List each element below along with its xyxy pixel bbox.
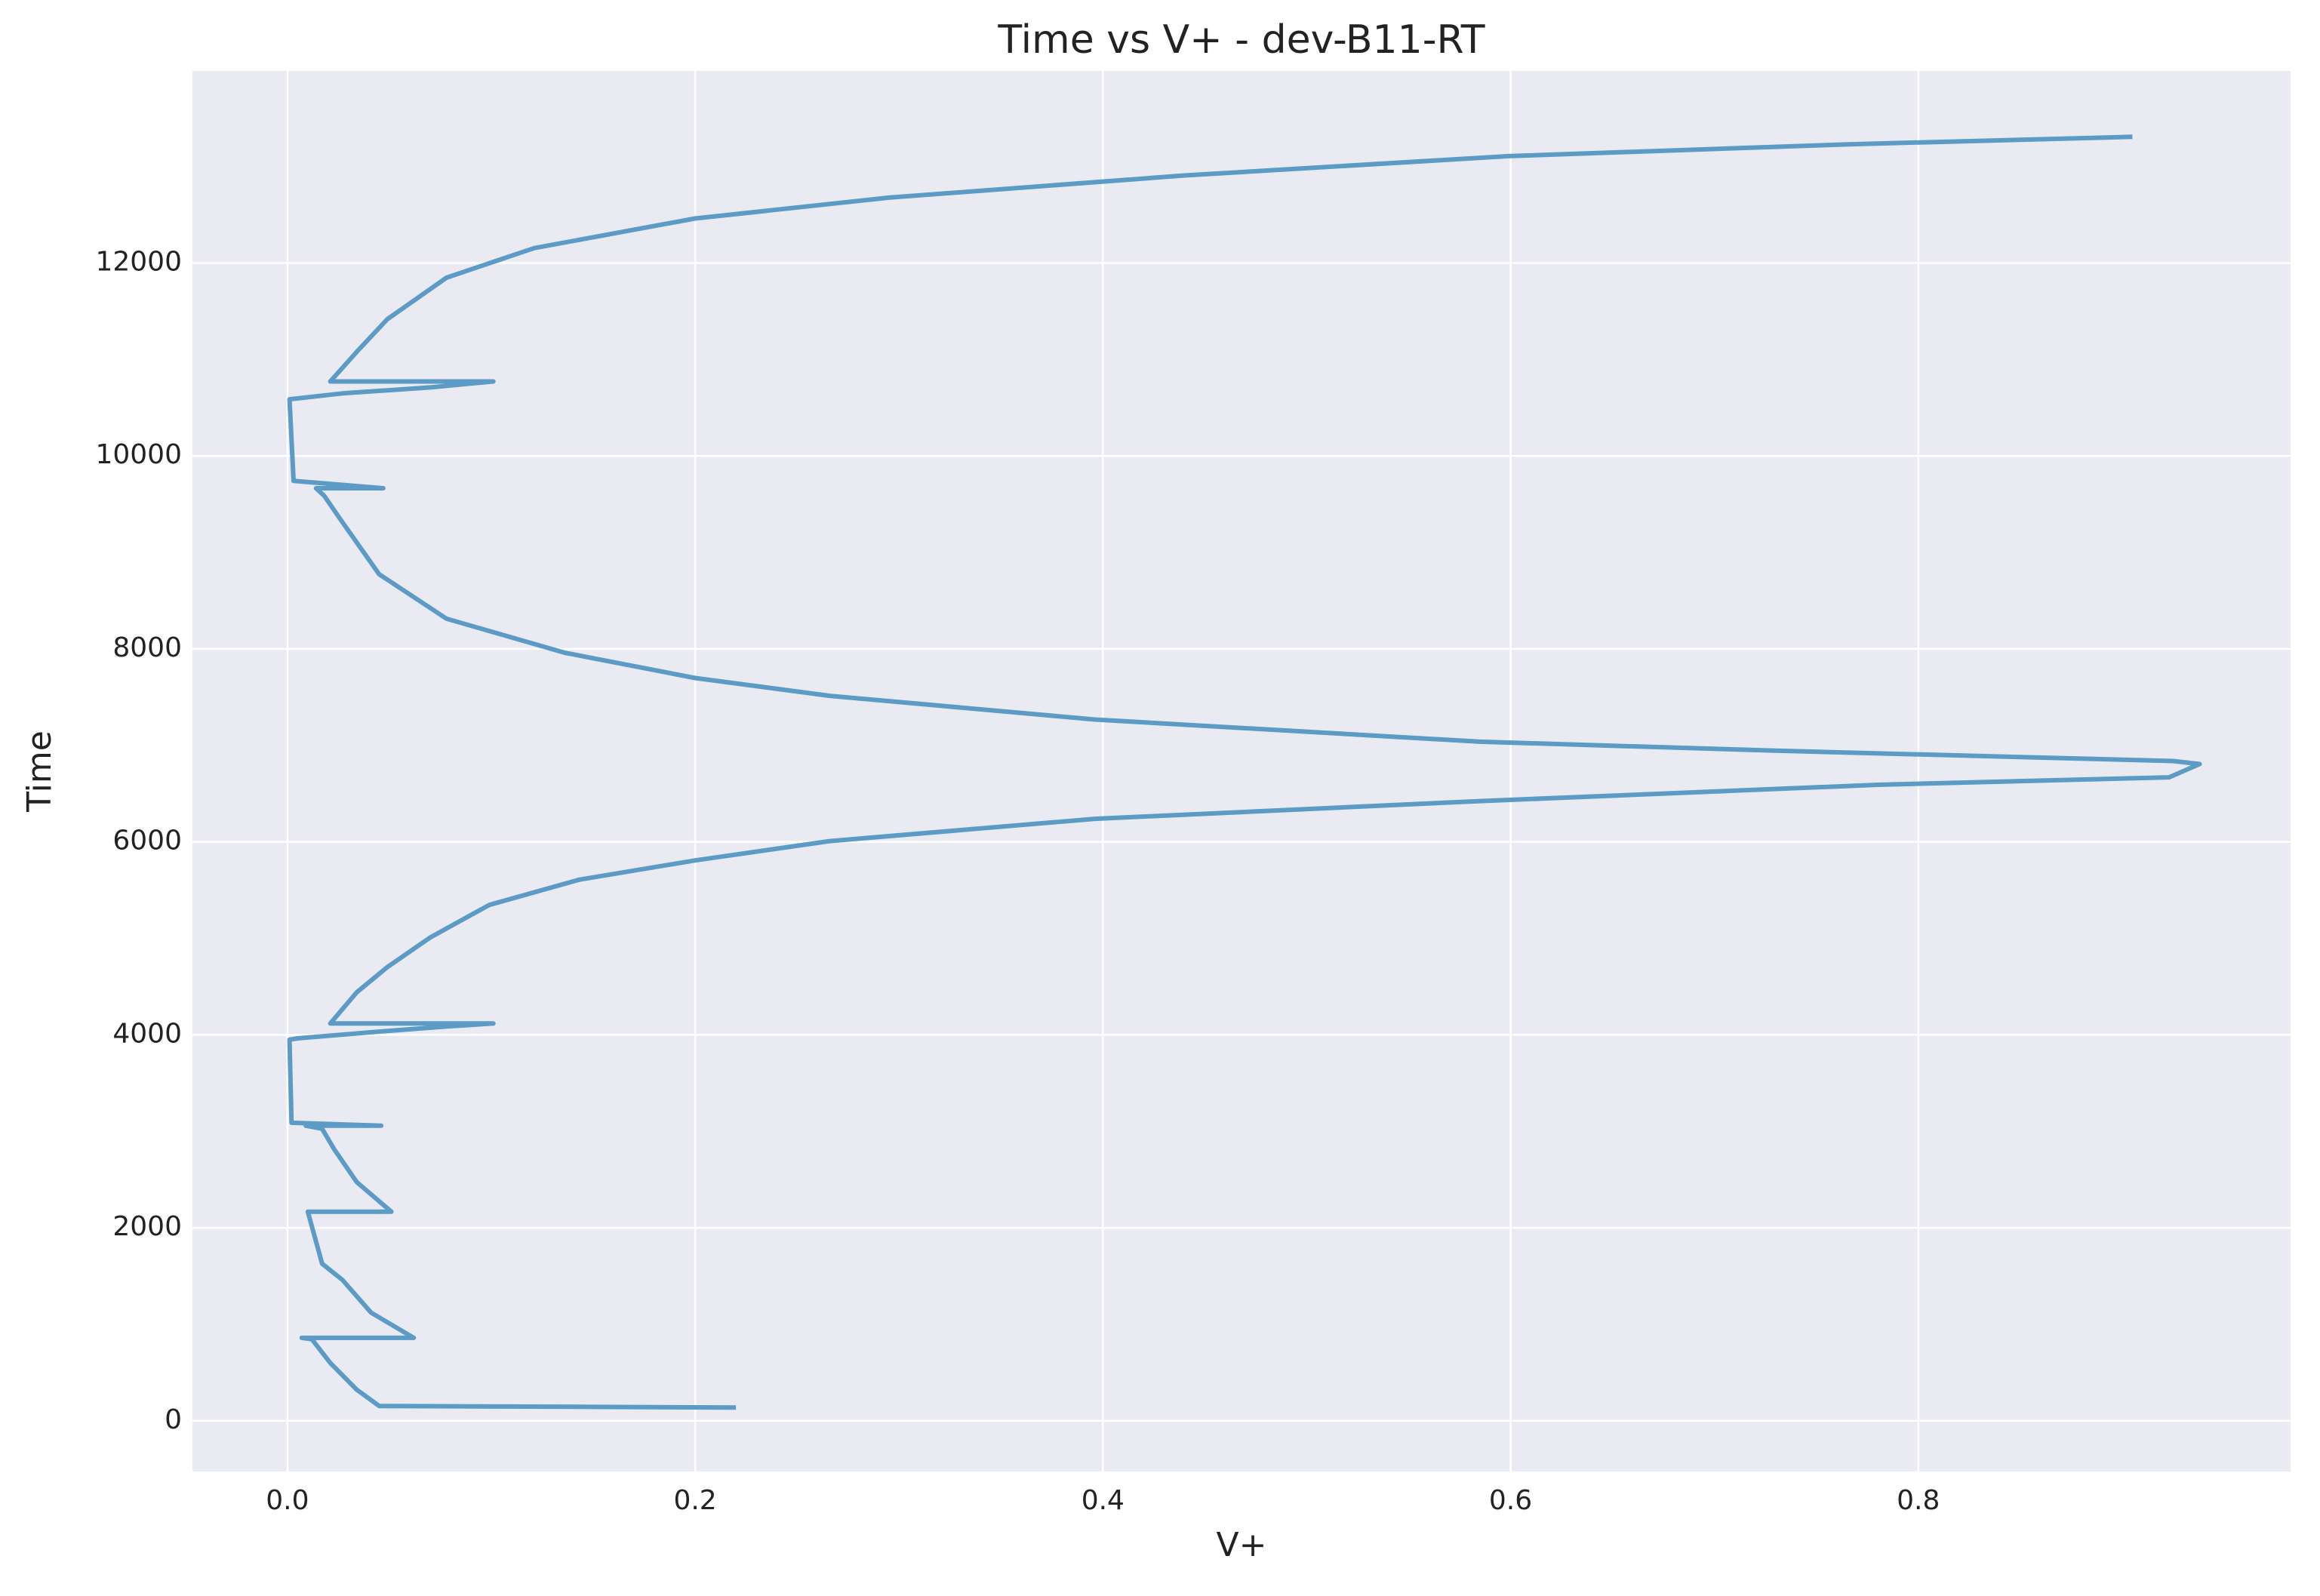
- y-axis-label: Time: [20, 730, 59, 813]
- x-tick-label: 0.0: [266, 1485, 309, 1516]
- y-tick-label: 0: [165, 1404, 182, 1435]
- y-tick-label: 4000: [112, 1018, 182, 1049]
- x-tick-label: 0.8: [1897, 1485, 1940, 1516]
- x-tick-label: 0.2: [673, 1485, 716, 1516]
- grid: [192, 71, 2291, 1471]
- y-tick-label: 12000: [95, 246, 182, 277]
- y-tick-label: 10000: [95, 439, 182, 470]
- data-line: [287, 134, 2202, 1410]
- x-axis-label: V+: [1217, 1526, 1267, 1564]
- chart-title: Time vs V+ - dev-B11-RT: [997, 17, 1485, 63]
- x-tick-label: 0.6: [1489, 1485, 1532, 1516]
- y-tick-label: 6000: [112, 826, 182, 856]
- y-tick-label: 8000: [112, 632, 182, 663]
- x-tick-label: 0.4: [1082, 1485, 1125, 1516]
- y-tick-label: 2000: [112, 1211, 182, 1242]
- plot-area: [192, 71, 2291, 1471]
